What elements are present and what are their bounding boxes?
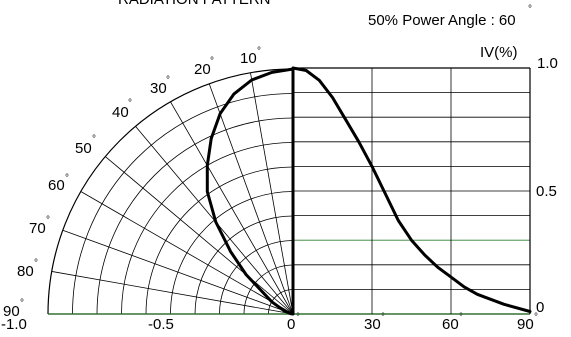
polar-spoke	[250, 72, 294, 315]
power-angle-degree-symbol: °	[528, 4, 532, 15]
polar-angle-label-10-degree: °	[257, 46, 261, 57]
polar-ring	[243, 264, 294, 315]
polar-spoke	[62, 229, 294, 315]
polar-angle-label-90-degree: °	[20, 298, 24, 309]
polar-radial-tick-0: 0	[287, 316, 295, 333]
polar-angle-label-10: 10	[240, 50, 257, 67]
polar-angle-label-80-degree: °	[34, 258, 38, 269]
power-angle-label: 50% Power Angle : 60	[368, 12, 516, 29]
polar-angle-label-50-degree: °	[92, 134, 96, 145]
polar-angle-label-70: 70	[29, 220, 46, 237]
polar-angle-label-40-degree: °	[128, 98, 132, 109]
polar-ring	[268, 289, 294, 315]
polar-spoke	[170, 101, 294, 315]
polar-ring	[145, 166, 294, 315]
curve-layer	[205, 66, 532, 316]
polar-radial-tick-neg0.5: -0.5	[148, 316, 174, 333]
polar-radial-tick-neg1: -1.0	[1, 316, 27, 333]
polar-angle-label-20-degree: °	[210, 56, 214, 67]
x-tick-90: 90	[517, 316, 534, 333]
x-tick-60: 60	[442, 316, 459, 333]
polar-ring	[170, 191, 294, 315]
polar-ring	[121, 142, 294, 315]
cropped-title: RADIATION PATTERN	[118, 0, 271, 8]
polar-spoke	[80, 191, 294, 315]
polar-spoke	[208, 83, 294, 315]
y-axis-label: IV(%)	[480, 44, 518, 61]
polar-ring	[72, 93, 294, 315]
polar-ring	[96, 117, 294, 315]
polar-ring	[219, 240, 294, 315]
polar-angle-label-30-degree: °	[166, 75, 170, 86]
polar-ring	[47, 68, 294, 315]
polar-angle-label-70-degree: °	[46, 215, 50, 226]
polar-angle-label-20: 20	[194, 61, 211, 78]
polar-angle-label-30: 30	[150, 80, 167, 97]
polar-angle-label-60-degree: °	[65, 173, 69, 184]
x-tick-60-degree: °	[459, 312, 463, 323]
polar-angle-label-80: 80	[17, 263, 34, 280]
polar-spoke	[51, 271, 294, 315]
x-tick-30-degree: °	[381, 312, 385, 323]
polar-angle-label-60: 60	[48, 177, 65, 194]
x-tick-30: 30	[364, 316, 381, 333]
polar-angle-label-50: 50	[75, 140, 92, 157]
radiation-curve-series	[205, 66, 532, 316]
polar-radial-tick-0-degree: °	[296, 312, 300, 323]
polar-spoke	[105, 156, 294, 315]
polar-angle-label-90: 90	[3, 303, 20, 320]
right-axis-tick-0: 0	[536, 299, 544, 316]
right-axis-tick-1.0: 1.0	[537, 55, 558, 72]
right-axis-tick-0.5: 0.5	[536, 183, 557, 200]
polar-ring	[194, 215, 294, 315]
x-tick-90-degree: °	[534, 312, 538, 323]
polar-angle-label-40: 40	[112, 104, 129, 121]
